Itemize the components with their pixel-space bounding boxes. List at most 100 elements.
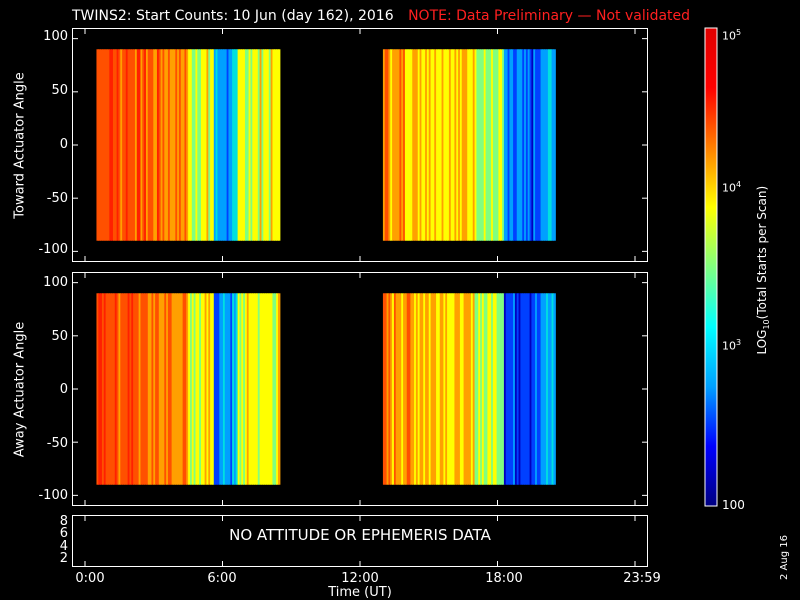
heatmap-column <box>456 49 459 241</box>
heatmap-column <box>525 293 529 485</box>
x-axis-title: Time (UT) <box>328 585 392 600</box>
heatmap-column <box>432 49 435 241</box>
heatmap-column <box>101 293 105 485</box>
heatmap-column <box>423 293 426 485</box>
heatmap-column <box>390 293 393 485</box>
heatmap-column <box>186 49 189 241</box>
heatmap-column <box>164 293 167 485</box>
heatmap-column <box>120 293 123 485</box>
heatmap-column <box>450 49 454 241</box>
heatmap-column <box>392 293 395 485</box>
heatmap-column <box>134 293 138 485</box>
heatmap-column <box>221 49 224 241</box>
heatmap-column <box>412 293 415 485</box>
heatmap-column <box>514 49 518 241</box>
heatmap-column <box>432 293 435 485</box>
heatmap-column <box>476 49 479 241</box>
heatmap-column <box>546 49 549 241</box>
heatmap-column <box>160 49 164 241</box>
heatmap-column <box>410 49 413 241</box>
heatmap-column <box>202 293 206 485</box>
heatmap-column <box>265 293 268 485</box>
heatmap-column <box>467 49 470 241</box>
heatmap-column <box>274 293 277 485</box>
heatmap-column <box>463 293 467 485</box>
heatmap-column <box>529 49 533 241</box>
heatmap-column <box>193 293 197 485</box>
heatmap-column <box>244 49 248 241</box>
heatmap-column <box>540 49 544 241</box>
heatmap-column <box>206 293 209 485</box>
heatmap-column <box>217 293 220 485</box>
heatmap-column <box>232 49 235 241</box>
colorbar-label: LOG10(Total Starts per Scan) <box>754 185 772 355</box>
heatmap-column <box>230 49 233 241</box>
heatmap-column <box>191 293 195 485</box>
heatmap-column <box>417 293 421 485</box>
heatmap-column <box>425 293 428 485</box>
heatmap-column <box>509 293 512 485</box>
heatmap-column <box>524 49 527 241</box>
colorbar-tick: 105 <box>722 28 742 43</box>
heatmap-column <box>410 293 413 485</box>
heatmap-column <box>233 49 237 241</box>
heatmap-column <box>467 293 470 485</box>
heatmap-column <box>520 49 523 241</box>
heatmap-column <box>118 49 121 241</box>
heatmap-column <box>222 49 226 241</box>
heatmap-column <box>536 293 540 485</box>
heatmap-column <box>270 49 274 241</box>
colorbar-gradient <box>704 27 718 507</box>
heatmap-column <box>250 293 253 485</box>
heatmap-column <box>469 49 472 241</box>
heatmap-column <box>272 49 275 241</box>
heatmap-column <box>149 49 153 241</box>
heatmap-column <box>243 49 246 241</box>
heatmap-column <box>144 49 147 241</box>
tick-label: -50 <box>46 436 68 451</box>
heatmap-column <box>114 49 118 241</box>
tick-label: 8 <box>59 514 68 529</box>
heatmap-column <box>454 293 457 485</box>
heatmap-column <box>536 49 540 241</box>
heatmap-column <box>248 49 252 241</box>
heatmap-column <box>500 293 503 485</box>
heatmap-column <box>173 293 176 485</box>
heatmap-column <box>219 293 222 485</box>
heatmap-column <box>384 49 388 241</box>
heatmap-column <box>138 49 142 241</box>
heatmap-column <box>430 49 434 241</box>
heatmap-column <box>544 293 547 485</box>
heatmap-column <box>144 293 147 485</box>
heatmap-column <box>459 49 463 241</box>
heatmap-column <box>182 293 186 485</box>
heatmap-column <box>175 49 178 241</box>
heatmap-column <box>549 49 553 241</box>
x-tick-label: 23:59 <box>623 571 661 586</box>
heatmap-column <box>470 293 474 485</box>
heatmap-column <box>502 293 505 485</box>
heatmap-column <box>116 49 120 241</box>
heatmap-column <box>184 293 187 485</box>
heatmap-column <box>478 49 481 241</box>
tick-label: 50 <box>51 329 68 344</box>
heatmap-column <box>237 293 241 485</box>
heatmap-column <box>208 49 211 241</box>
heatmap-column <box>443 49 446 241</box>
heatmap-column <box>158 49 162 241</box>
heatmap-column <box>235 293 239 485</box>
heatmap-column <box>142 49 145 241</box>
heatmap-column <box>382 293 386 485</box>
heatmap-column <box>463 49 467 241</box>
heatmap-column <box>129 293 132 485</box>
heatmap-column <box>452 293 456 485</box>
heatmap-column <box>421 49 424 241</box>
heatmap-column <box>428 293 432 485</box>
heatmap-column <box>127 293 131 485</box>
heatmap-column <box>393 293 397 485</box>
heatmap-column <box>120 49 123 241</box>
tick-label: 0 <box>59 382 68 397</box>
heatmap-column <box>112 49 116 241</box>
heatmap-column <box>428 49 432 241</box>
heatmap-column <box>153 49 156 241</box>
